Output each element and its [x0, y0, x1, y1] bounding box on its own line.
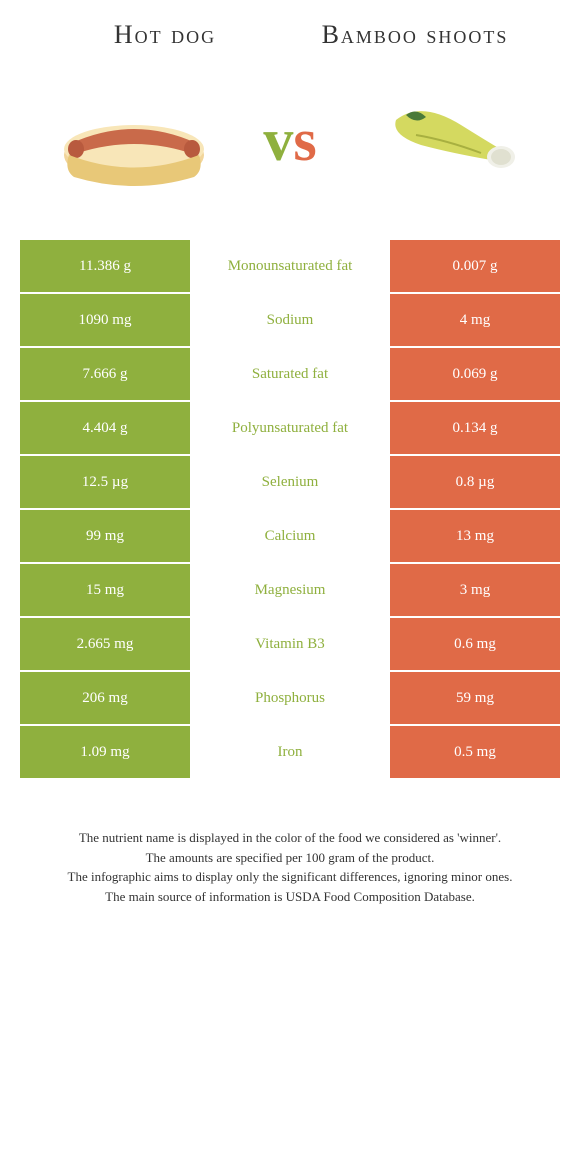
infographic-container: Hot dog Bamboo shoots vs — [0, 0, 580, 926]
left-value: 12.5 µg — [20, 456, 190, 508]
images-row: vs — [20, 80, 560, 200]
header-row: Hot dog Bamboo shoots — [20, 20, 560, 50]
footer-line-2: The amounts are specified per 100 gram o… — [30, 848, 550, 868]
right-value: 13 mg — [390, 510, 560, 562]
right-food-title: Bamboo shoots — [290, 20, 540, 50]
footer-line-1: The nutrient name is displayed in the co… — [30, 828, 550, 848]
left-food-title: Hot dog — [40, 20, 290, 50]
left-value: 11.386 g — [20, 240, 190, 292]
bamboo-image — [366, 80, 526, 200]
nutrient-label: Vitamin B3 — [192, 618, 388, 670]
footer-line-3: The infographic aims to display only the… — [30, 867, 550, 887]
nutrient-label: Selenium — [192, 456, 388, 508]
nutrient-label: Sodium — [192, 294, 388, 346]
table-row: 12.5 µgSelenium0.8 µg — [20, 456, 560, 508]
table-row: 2.665 mgVitamin B30.6 mg — [20, 618, 560, 670]
footer-line-4: The main source of information is USDA F… — [30, 887, 550, 907]
right-value: 3 mg — [390, 564, 560, 616]
left-value: 206 mg — [20, 672, 190, 724]
table-row: 1090 mgSodium4 mg — [20, 294, 560, 346]
nutrient-table: 11.386 gMonounsaturated fat0.007 g1090 m… — [20, 240, 560, 778]
right-value: 0.134 g — [390, 402, 560, 454]
left-value: 15 mg — [20, 564, 190, 616]
nutrient-label: Magnesium — [192, 564, 388, 616]
right-value: 0.007 g — [390, 240, 560, 292]
right-value: 0.5 mg — [390, 726, 560, 778]
table-row: 7.666 gSaturated fat0.069 g — [20, 348, 560, 400]
vs-s-letter: s — [293, 107, 316, 173]
left-value: 7.666 g — [20, 348, 190, 400]
table-row: 15 mgMagnesium3 mg — [20, 564, 560, 616]
footer-notes: The nutrient name is displayed in the co… — [20, 828, 560, 906]
left-value: 99 mg — [20, 510, 190, 562]
right-value: 0.8 µg — [390, 456, 560, 508]
nutrient-label: Saturated fat — [192, 348, 388, 400]
table-row: 4.404 gPolyunsaturated fat0.134 g — [20, 402, 560, 454]
table-row: 1.09 mgIron0.5 mg — [20, 726, 560, 778]
right-value: 0.6 mg — [390, 618, 560, 670]
left-value: 1.09 mg — [20, 726, 190, 778]
nutrient-label: Iron — [192, 726, 388, 778]
vs-v-letter: v — [263, 107, 293, 173]
table-row: 11.386 gMonounsaturated fat0.007 g — [20, 240, 560, 292]
right-value: 59 mg — [390, 672, 560, 724]
nutrient-label: Polyunsaturated fat — [192, 402, 388, 454]
right-value: 0.069 g — [390, 348, 560, 400]
left-value: 4.404 g — [20, 402, 190, 454]
hotdog-image — [54, 80, 214, 200]
nutrient-label: Calcium — [192, 510, 388, 562]
nutrient-label: Phosphorus — [192, 672, 388, 724]
vs-label: vs — [263, 106, 316, 175]
right-value: 4 mg — [390, 294, 560, 346]
nutrient-label: Monounsaturated fat — [192, 240, 388, 292]
table-row: 99 mgCalcium13 mg — [20, 510, 560, 562]
left-value: 2.665 mg — [20, 618, 190, 670]
left-value: 1090 mg — [20, 294, 190, 346]
table-row: 206 mgPhosphorus59 mg — [20, 672, 560, 724]
